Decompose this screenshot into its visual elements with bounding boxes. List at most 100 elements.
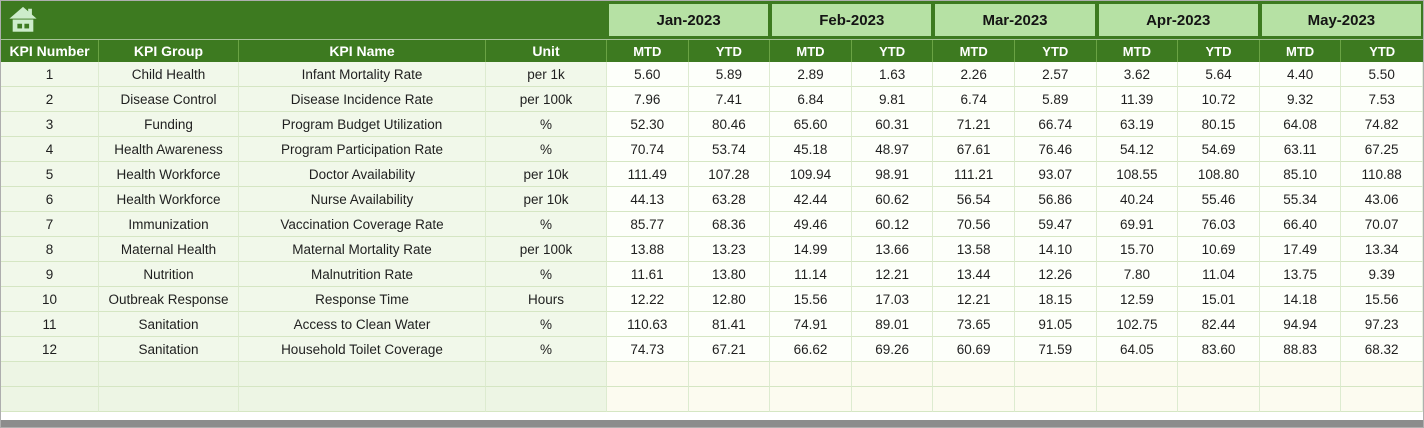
cell-empty[interactable] <box>688 387 771 412</box>
cell-kpi-name[interactable]: Nurse Availability <box>239 187 486 212</box>
cell-kpi-number[interactable]: 1 <box>1 62 99 87</box>
cell-value[interactable]: 55.46 <box>1178 187 1260 212</box>
cell-value[interactable]: 13.80 <box>688 262 771 287</box>
cell-kpi-group[interactable]: Nutrition <box>99 262 239 287</box>
cell-value[interactable]: 45.18 <box>770 137 852 162</box>
cell-value[interactable]: 12.59 <box>1096 287 1179 312</box>
cell-value[interactable]: 17.03 <box>851 287 934 312</box>
cell-empty[interactable] <box>99 387 239 412</box>
cell-value[interactable]: 13.44 <box>933 262 1015 287</box>
cell-value[interactable]: 10.72 <box>1178 87 1260 112</box>
cell-empty[interactable] <box>1178 387 1260 412</box>
cell-value[interactable]: 11.39 <box>1096 87 1179 112</box>
cell-value[interactable]: 70.07 <box>1341 212 1423 237</box>
cell-value[interactable]: 74.82 <box>1341 112 1423 137</box>
cell-value[interactable]: 40.24 <box>1096 187 1179 212</box>
cell-value[interactable]: 43.06 <box>1341 187 1423 212</box>
cell-value[interactable]: 12.21 <box>851 262 934 287</box>
cell-kpi-number[interactable]: 9 <box>1 262 99 287</box>
cell-value[interactable]: 3.62 <box>1096 62 1179 87</box>
cell-kpi-group[interactable]: Sanitation <box>99 312 239 337</box>
cell-empty[interactable] <box>1 387 99 412</box>
cell-value[interactable]: 2.57 <box>1014 62 1097 87</box>
cell-value[interactable]: 2.89 <box>770 62 852 87</box>
cell-empty[interactable] <box>239 362 486 387</box>
cell-kpi-number[interactable]: 5 <box>1 162 99 187</box>
cell-value[interactable]: 108.80 <box>1178 162 1260 187</box>
cell-value[interactable]: 7.80 <box>1096 262 1179 287</box>
cell-empty[interactable] <box>1341 362 1423 387</box>
cell-value[interactable]: 97.23 <box>1341 312 1423 337</box>
cell-empty[interactable] <box>607 387 689 412</box>
month-header-mar-2023[interactable]: Mar-2023 <box>935 4 1095 36</box>
cell-value[interactable]: 9.39 <box>1341 262 1423 287</box>
cell-kpi-group[interactable]: Outbreak Response <box>99 287 239 312</box>
cell-kpi-group[interactable]: Sanitation <box>99 337 239 362</box>
cell-empty[interactable] <box>1178 362 1260 387</box>
column-header-ytd-jan-2023[interactable]: YTD <box>689 40 771 62</box>
cell-value[interactable]: 71.21 <box>933 112 1015 137</box>
cell-value[interactable]: 59.47 <box>1014 212 1097 237</box>
cell-empty[interactable] <box>933 387 1015 412</box>
cell-empty[interactable] <box>1259 387 1342 412</box>
cell-value[interactable]: 85.10 <box>1259 162 1342 187</box>
cell-value[interactable]: 11.04 <box>1178 262 1260 287</box>
home-button[interactable] <box>1 1 607 39</box>
cell-value[interactable]: 55.34 <box>1259 187 1342 212</box>
cell-value[interactable]: 66.40 <box>1259 212 1342 237</box>
cell-unit[interactable]: % <box>486 137 607 162</box>
cell-kpi-name[interactable]: Access to Clean Water <box>239 312 486 337</box>
column-header-ytd-feb-2023[interactable]: YTD <box>852 40 934 62</box>
cell-value[interactable]: 7.53 <box>1341 87 1423 112</box>
cell-value[interactable]: 13.66 <box>851 237 934 262</box>
cell-unit[interactable]: per 10k <box>486 187 607 212</box>
column-header-ytd-apr-2023[interactable]: YTD <box>1178 40 1260 62</box>
cell-value[interactable]: 6.74 <box>933 87 1015 112</box>
column-header-ytd-mar-2023[interactable]: YTD <box>1015 40 1097 62</box>
cell-unit[interactable]: % <box>486 212 607 237</box>
cell-value[interactable]: 52.30 <box>607 112 689 137</box>
cell-kpi-number[interactable]: 4 <box>1 137 99 162</box>
cell-value[interactable]: 85.77 <box>607 212 689 237</box>
column-header-mtd-feb-2023[interactable]: MTD <box>770 40 852 62</box>
cell-value[interactable]: 76.03 <box>1178 212 1260 237</box>
cell-value[interactable]: 80.46 <box>688 112 771 137</box>
cell-empty[interactable] <box>607 362 689 387</box>
cell-value[interactable]: 67.21 <box>688 337 771 362</box>
cell-value[interactable]: 15.56 <box>1341 287 1423 312</box>
cell-value[interactable]: 5.89 <box>1014 87 1097 112</box>
cell-kpi-name[interactable]: Response Time <box>239 287 486 312</box>
cell-value[interactable]: 5.60 <box>607 62 689 87</box>
cell-unit[interactable]: % <box>486 312 607 337</box>
cell-empty[interactable] <box>1014 387 1097 412</box>
cell-empty[interactable] <box>851 362 934 387</box>
cell-value[interactable]: 108.55 <box>1096 162 1179 187</box>
cell-empty[interactable] <box>1096 362 1179 387</box>
cell-value[interactable]: 15.56 <box>770 287 852 312</box>
column-header-unit[interactable]: Unit <box>486 40 607 62</box>
cell-value[interactable]: 7.41 <box>688 87 771 112</box>
cell-unit[interactable]: per 1k <box>486 62 607 87</box>
cell-value[interactable]: 93.07 <box>1014 162 1097 187</box>
cell-value[interactable]: 63.28 <box>688 187 771 212</box>
cell-unit[interactable]: % <box>486 337 607 362</box>
column-header-mtd-mar-2023[interactable]: MTD <box>933 40 1015 62</box>
cell-kpi-group[interactable]: Health Workforce <box>99 162 239 187</box>
cell-value[interactable]: 63.11 <box>1259 137 1342 162</box>
cell-value[interactable]: 1.63 <box>851 62 934 87</box>
cell-value[interactable]: 80.15 <box>1178 112 1260 137</box>
cell-value[interactable]: 102.75 <box>1096 312 1179 337</box>
cell-value[interactable]: 66.74 <box>1014 112 1097 137</box>
cell-kpi-number[interactable]: 10 <box>1 287 99 312</box>
cell-value[interactable]: 74.91 <box>770 312 852 337</box>
cell-value[interactable]: 13.58 <box>933 237 1015 262</box>
cell-value[interactable]: 73.65 <box>933 312 1015 337</box>
cell-value[interactable]: 68.36 <box>688 212 771 237</box>
cell-value[interactable]: 14.99 <box>770 237 852 262</box>
cell-value[interactable]: 69.26 <box>851 337 934 362</box>
cell-kpi-name[interactable]: Doctor Availability <box>239 162 486 187</box>
cell-empty[interactable] <box>770 387 852 412</box>
cell-value[interactable]: 110.88 <box>1341 162 1423 187</box>
cell-value[interactable]: 60.69 <box>933 337 1015 362</box>
cell-value[interactable]: 11.14 <box>770 262 852 287</box>
